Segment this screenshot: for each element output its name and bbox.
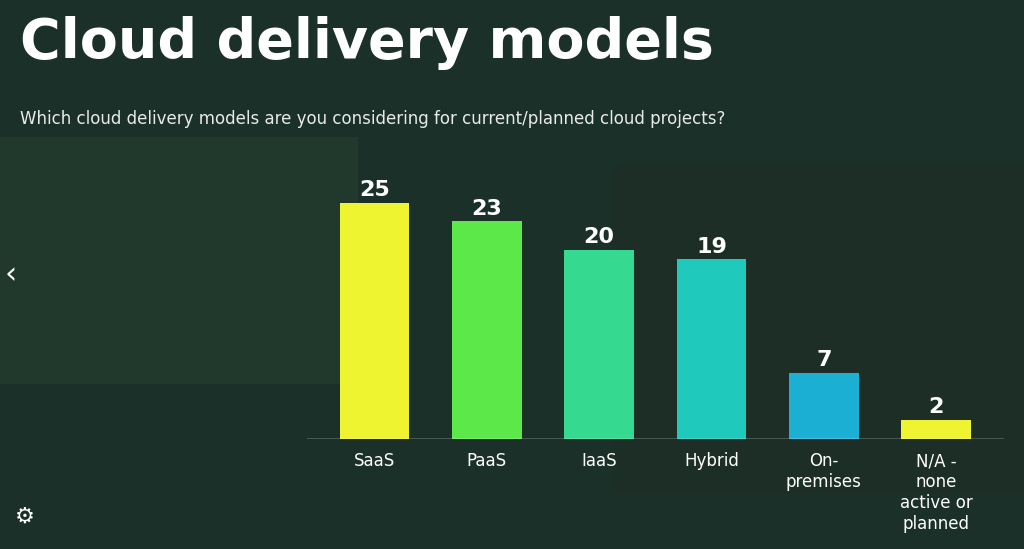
Bar [901, 421, 971, 439]
Bar [614, 165, 1024, 494]
Text: Cloud delivery models: Cloud delivery models [20, 16, 715, 70]
Bar [0, 137, 358, 384]
Bar [340, 203, 410, 439]
Text: 2: 2 [929, 397, 944, 417]
Bar [564, 250, 634, 439]
Bar [452, 221, 521, 439]
Text: ‹: ‹ [5, 260, 17, 289]
Bar [790, 373, 859, 439]
Text: ⚙: ⚙ [15, 507, 36, 527]
Text: 23: 23 [471, 199, 502, 219]
Text: 25: 25 [359, 180, 390, 200]
Bar [677, 259, 746, 439]
Text: 7: 7 [816, 350, 831, 370]
Text: Which cloud delivery models are you considering for current/planned cloud projec: Which cloud delivery models are you cons… [20, 110, 726, 128]
Text: 19: 19 [696, 237, 727, 256]
Text: 20: 20 [584, 227, 614, 247]
